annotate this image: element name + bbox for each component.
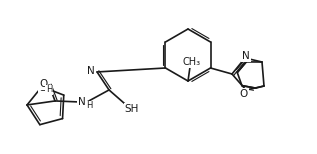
Text: H: H bbox=[46, 85, 52, 94]
Text: N: N bbox=[87, 66, 95, 76]
Text: O: O bbox=[39, 79, 47, 89]
Text: SH: SH bbox=[125, 104, 139, 114]
Text: CH₃: CH₃ bbox=[183, 57, 201, 67]
Text: H: H bbox=[86, 101, 92, 110]
Text: N: N bbox=[242, 51, 250, 61]
Text: S: S bbox=[39, 83, 46, 93]
Text: O: O bbox=[240, 89, 248, 99]
Text: N: N bbox=[78, 97, 86, 107]
